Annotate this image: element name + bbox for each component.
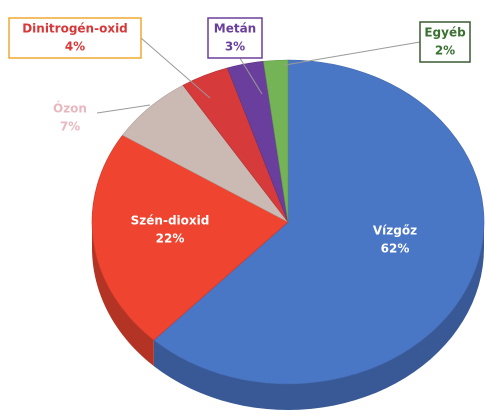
leader-line	[96, 104, 151, 114]
slice-value: 4%	[65, 40, 85, 54]
slice-side	[153, 222, 484, 410]
slice-label: Ózon	[53, 101, 87, 116]
slice-value: 2%	[435, 44, 455, 58]
slice-label: Metán	[214, 22, 256, 36]
leader-line	[140, 37, 211, 99]
slice-value: 3%	[225, 40, 245, 54]
label-box	[207, 17, 263, 59]
slice	[153, 59, 485, 385]
leader-line	[237, 54, 263, 95]
slice-value: 62%	[381, 242, 410, 256]
slice-label: Szén-dioxid	[131, 214, 210, 228]
slice-label: Vízgőz	[373, 224, 417, 238]
label-box	[8, 17, 142, 59]
slice-label: Dinitrogén-oxid	[22, 22, 128, 36]
slice-side	[92, 222, 154, 367]
slice-value: 22%	[156, 232, 185, 246]
leader-line	[284, 41, 421, 66]
slice	[91, 134, 289, 341]
slice	[263, 59, 289, 223]
slice-value: 7%	[60, 120, 80, 134]
slice-label: Egyéb	[424, 26, 466, 40]
label-box	[419, 21, 471, 63]
